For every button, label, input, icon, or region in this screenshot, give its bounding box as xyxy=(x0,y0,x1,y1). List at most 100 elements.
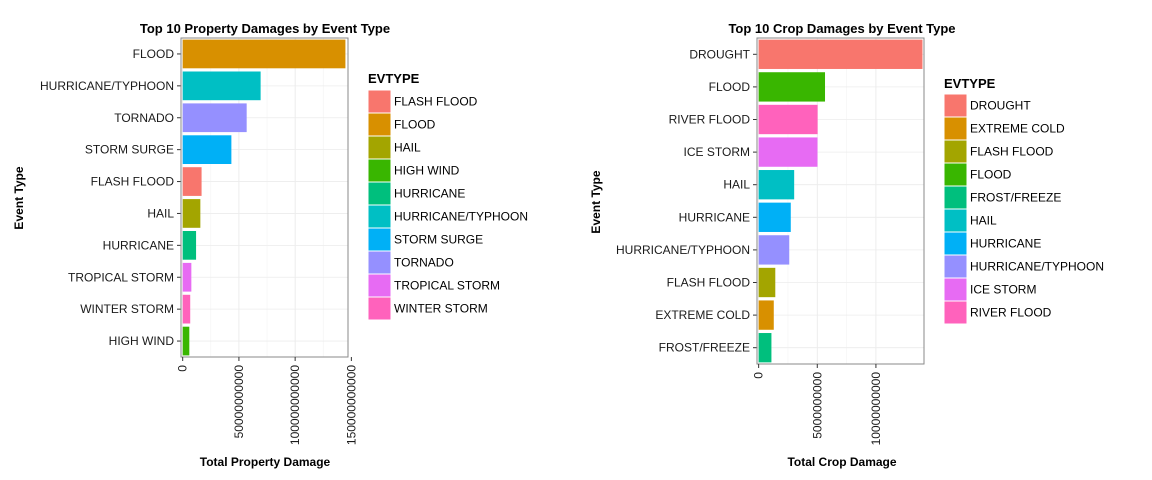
legend-swatch xyxy=(943,139,968,164)
legend-swatch xyxy=(367,296,392,321)
y-tick-label: TROPICAL STORM xyxy=(68,270,174,284)
bar-hurricane-typhoon xyxy=(758,235,790,265)
plot-border xyxy=(756,37,925,365)
bar-hail xyxy=(758,170,795,200)
y-tick-label: WINTER STORM xyxy=(80,302,174,316)
plot-border xyxy=(180,37,349,358)
y-tick-label: HURRICANE/TYPHOON xyxy=(40,79,174,93)
bar-winter-storm xyxy=(182,294,191,324)
x-tick-label: 5000000000 xyxy=(810,372,824,439)
legend: FLASH FLOOD FLOOD HAIL HIGH WIND HURRICANE HU… xyxy=(367,89,528,321)
y-tick-label: STORM SURGE xyxy=(85,143,174,157)
legend-swatch xyxy=(943,231,968,256)
legend-swatch xyxy=(943,254,968,279)
bar-flash-flood xyxy=(182,167,202,196)
y-tick-label: DROUGHT xyxy=(689,47,750,61)
legend-title: EVTYPE xyxy=(944,76,996,91)
legend-label: HURRICANE/TYPHOON xyxy=(970,260,1104,274)
y-tick-label: HURRICANE xyxy=(679,210,750,224)
y-tick-label: TORNADO xyxy=(114,111,174,125)
legend-label: FLOOD xyxy=(394,118,436,132)
x-tick-label: 0 xyxy=(176,365,190,372)
bar-flood xyxy=(758,72,826,102)
legend-label: ICE STORM xyxy=(970,283,1036,297)
property-damage-chart: Top 10 Property Damages by Event Type To… xyxy=(12,21,528,469)
legend-label: TORNADO xyxy=(394,256,454,270)
bar-high-wind xyxy=(182,326,190,356)
bar-ice-storm xyxy=(758,137,818,167)
y-tick-label: FLASH FLOOD xyxy=(667,276,751,290)
legend-swatch xyxy=(367,135,392,160)
x-axis-title: Total Crop Damage xyxy=(787,455,896,469)
chart-title: Top 10 Property Damages by Event Type xyxy=(140,21,390,36)
legend-label: RIVER FLOOD xyxy=(970,306,1052,320)
bar-hail xyxy=(182,199,201,228)
legend-label: FROST/FREEZE xyxy=(970,191,1061,205)
legend-swatch xyxy=(367,250,392,275)
legend-label: FLOOD xyxy=(970,168,1012,182)
legend-swatch xyxy=(367,158,392,183)
y-tick-label: FLOOD xyxy=(709,80,751,94)
legend-swatch xyxy=(943,277,968,302)
y-tick-label: EXTREME COLD xyxy=(655,308,750,322)
plot-area: DROUGHT FLOOD RIVER FLOOD ICE STORM HAIL HURR… xyxy=(616,37,925,446)
legend-swatch xyxy=(943,300,968,325)
y-axis-title: Event Type xyxy=(589,170,603,233)
x-tick-label: 0 xyxy=(752,372,766,379)
y-tick-label: RIVER FLOOD xyxy=(669,113,751,127)
legend-label: FLASH FLOOD xyxy=(394,95,478,109)
legend-swatch xyxy=(367,273,392,298)
legend-label: HURRICANE/TYPHOON xyxy=(394,210,528,224)
legend-label: STORM SURGE xyxy=(394,233,483,247)
legend-swatch xyxy=(943,93,968,118)
bar-frost-freeze xyxy=(758,333,772,363)
legend-label: HURRICANE xyxy=(394,187,465,201)
legend-swatch xyxy=(367,181,392,206)
legend-swatch xyxy=(367,227,392,252)
x-tick-label: 150000000000 xyxy=(344,365,358,445)
bar-storm-surge xyxy=(182,135,232,165)
y-tick-label: HURRICANE xyxy=(103,238,174,252)
x-axis-title: Total Property Damage xyxy=(200,455,331,469)
y-tick-label: FLOOD xyxy=(133,47,175,61)
bar-extreme-cold xyxy=(758,300,774,330)
y-tick-label: HAIL xyxy=(147,206,174,220)
legend-swatch xyxy=(943,162,968,187)
legend-swatch xyxy=(367,204,392,229)
y-tick-label: HAIL xyxy=(723,178,750,192)
legend-swatch xyxy=(943,185,968,210)
legend-label: DROUGHT xyxy=(970,99,1031,113)
y-tick-label: HIGH WIND xyxy=(109,334,175,348)
bar-river-flood xyxy=(758,104,818,135)
bar-tropical-storm xyxy=(182,262,192,292)
bar-flash-flood xyxy=(758,267,776,298)
y-tick-label: HURRICANE/TYPHOON xyxy=(616,243,750,257)
bar-tornado xyxy=(182,103,247,133)
bar-hurricane xyxy=(182,230,197,260)
x-tick-label: 10000000000 xyxy=(869,372,883,446)
crop-damage-chart: Top 10 Crop Damages by Event Type Total … xyxy=(589,21,1104,469)
chart-title: Top 10 Crop Damages by Event Type xyxy=(728,21,955,36)
bar-drought xyxy=(758,39,923,69)
legend-label: HAIL xyxy=(970,214,997,228)
legend-title: EVTYPE xyxy=(368,71,420,86)
legend-label: HAIL xyxy=(394,141,421,155)
legend-label: HURRICANE xyxy=(970,237,1041,251)
bar-flood xyxy=(182,39,346,69)
legend-label: TROPICAL STORM xyxy=(394,279,500,293)
plot-area: FLOOD HURRICANE/TYPHOON TORNADO STORM SURGE… xyxy=(40,37,358,445)
y-tick-label: FLASH FLOOD xyxy=(91,175,175,189)
bar-hurricane-typhoon xyxy=(182,71,261,101)
legend-label: HIGH WIND xyxy=(394,164,460,178)
x-tick-label: 100000000000 xyxy=(288,365,302,445)
x-tick-label: 50000000000 xyxy=(232,365,246,439)
legend-swatch xyxy=(943,208,968,233)
legend-label: EXTREME COLD xyxy=(970,122,1065,136)
legend-swatch xyxy=(367,112,392,137)
legend-label: FLASH FLOOD xyxy=(970,145,1054,159)
y-axis-title: Event Type xyxy=(12,166,26,229)
bar-hurricane xyxy=(758,202,791,232)
legend-swatch xyxy=(943,116,968,141)
legend: DROUGHT EXTREME COLD FLASH FLOOD FLOOD FROST… xyxy=(943,93,1104,325)
